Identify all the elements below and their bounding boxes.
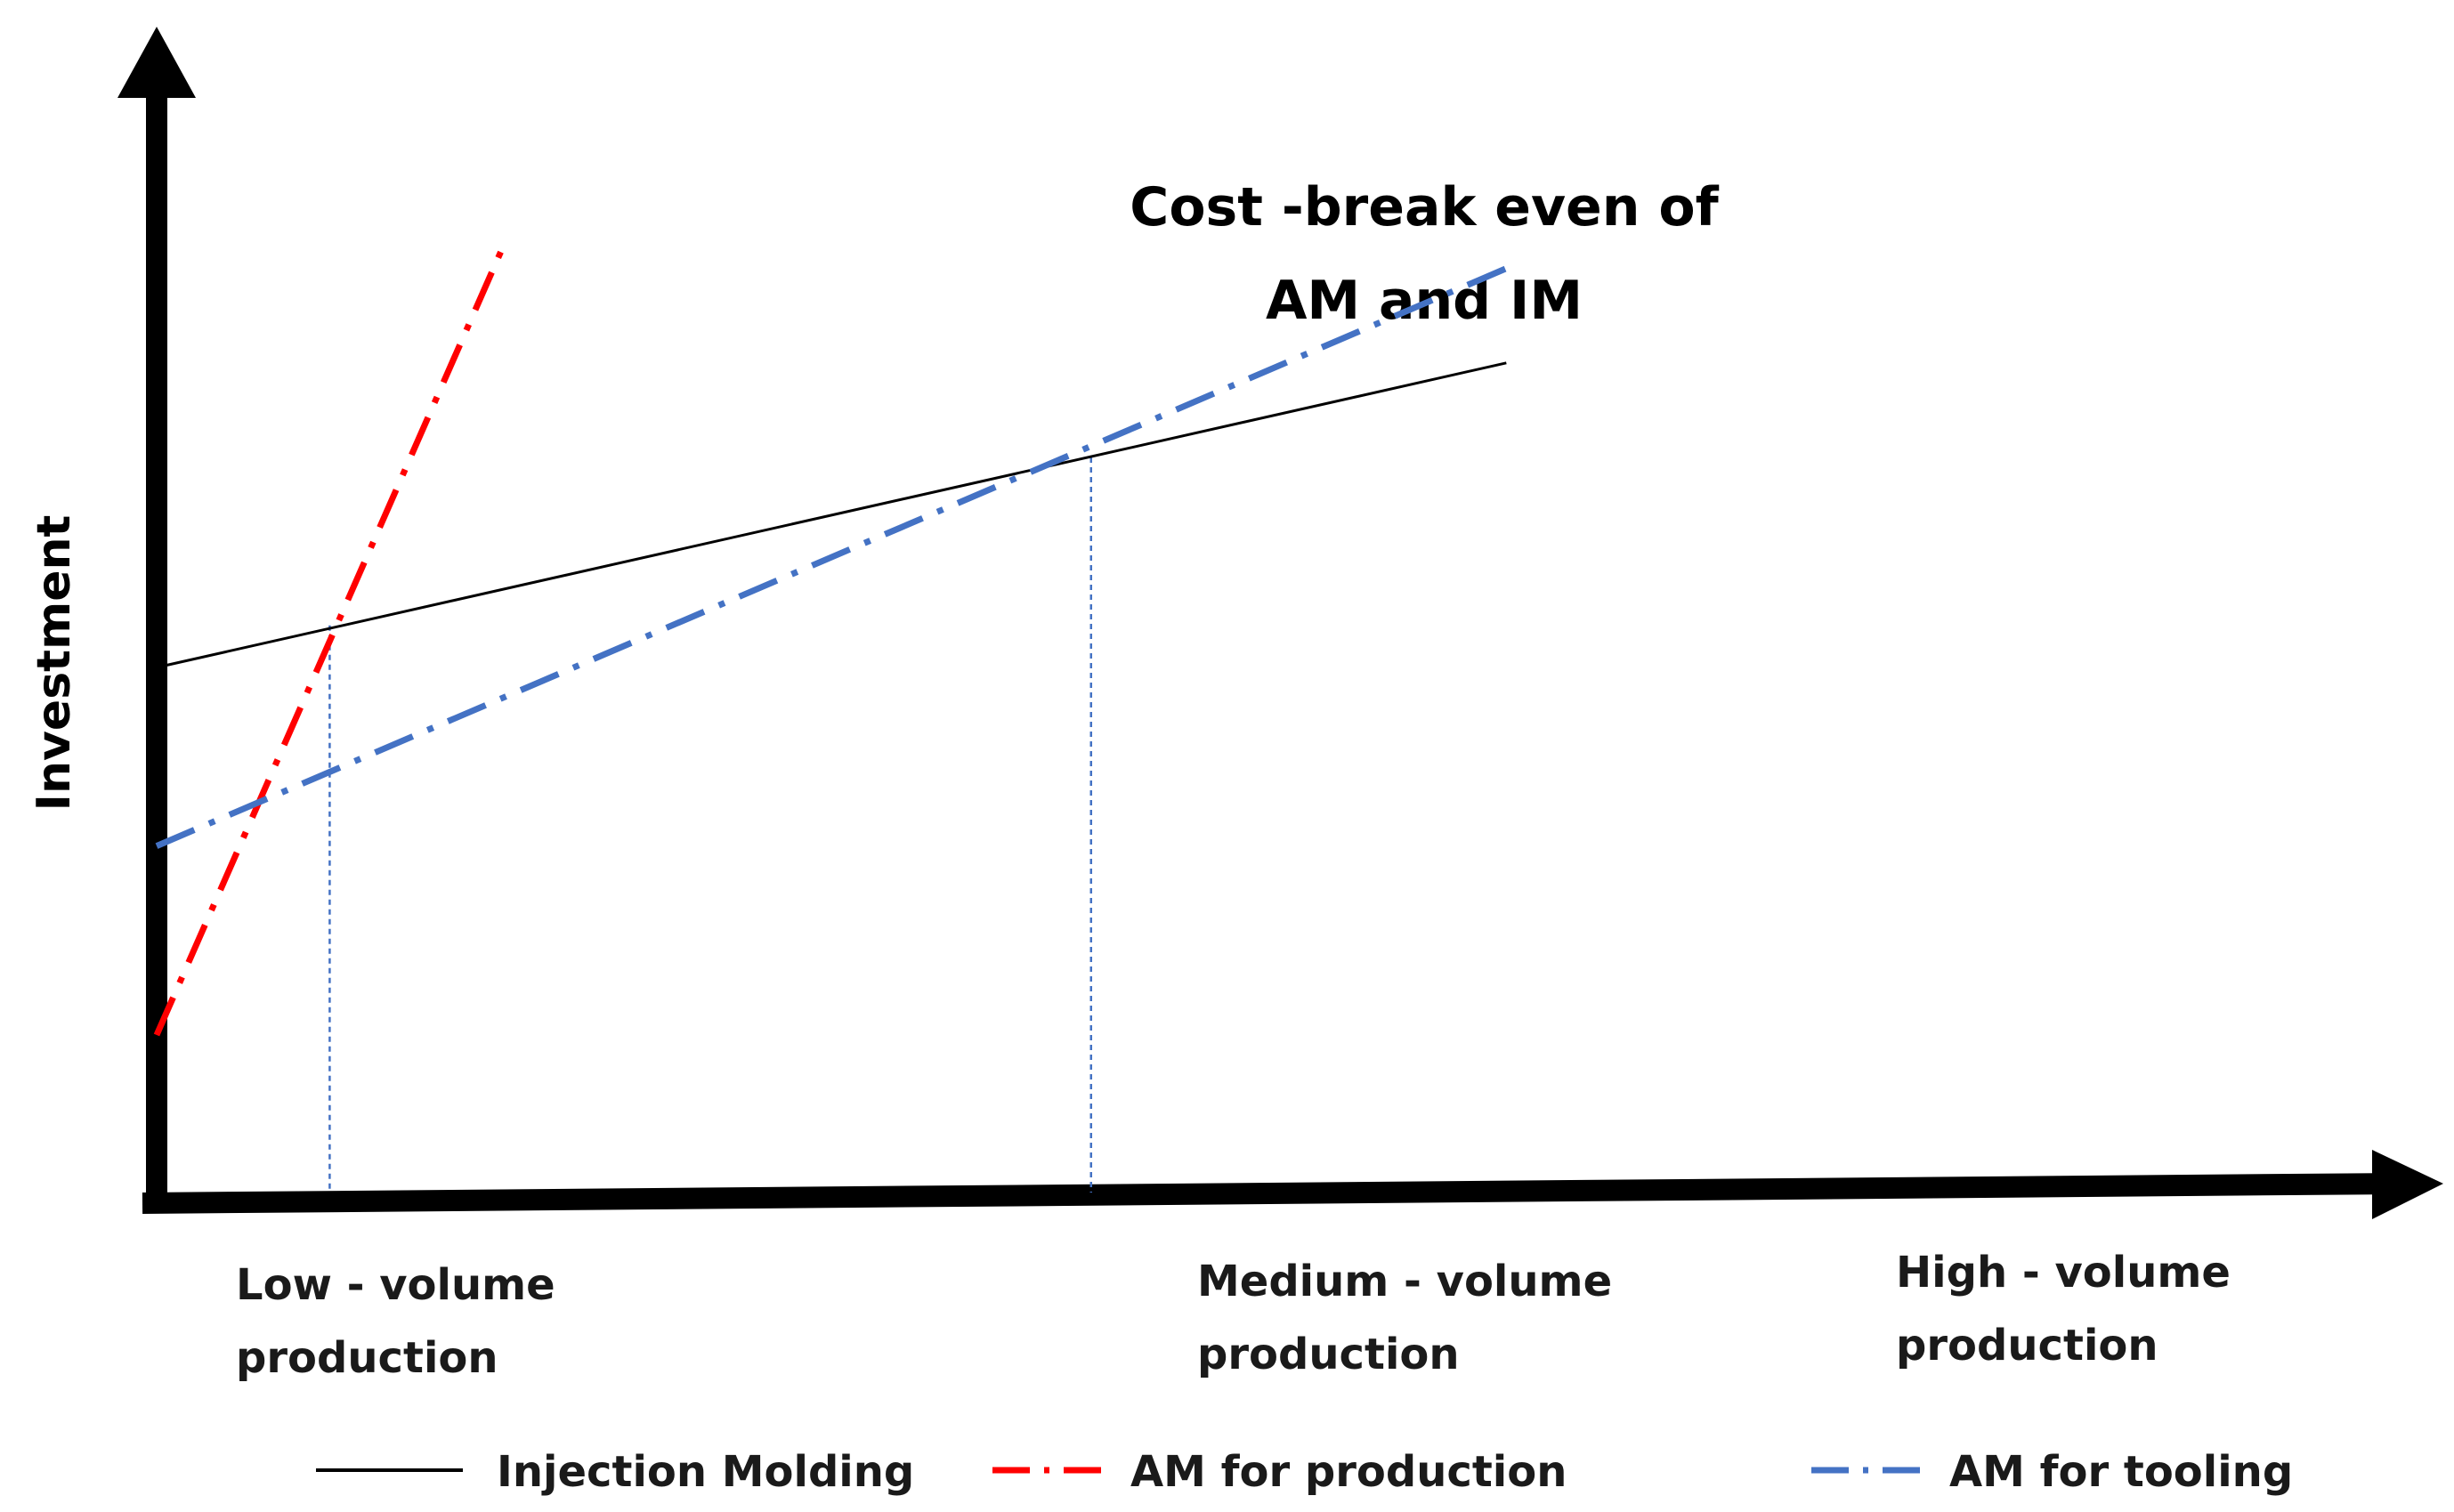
x-axis-arrow [2372, 1150, 2443, 1219]
x-axis [142, 1173, 2395, 1214]
category-labels: Low - volume production Medium - volume … [236, 1248, 2231, 1383]
y-axis-label: Investment [28, 515, 81, 812]
legend-label-injection-molding: Injection Molding [497, 1447, 914, 1497]
series-lines [153, 246, 1508, 1037]
chart-title-line-1: Cost -break even of [1130, 176, 1719, 239]
category-label-medium-line-1: Medium - volume [1197, 1257, 1612, 1306]
y-axis-arrow [117, 27, 196, 98]
legend-label-am-for-production: AM for production [1130, 1447, 1567, 1497]
category-label-high-line-1: High - volume [1896, 1248, 2231, 1298]
break-even-markers [328, 457, 1093, 1193]
category-label-low-line-1: Low - volume [236, 1260, 555, 1310]
series-line-injection-molding [156, 361, 1507, 669]
category-label-low-line-2: production [236, 1333, 498, 1383]
series-line-am-for-production [153, 246, 506, 1037]
series-line-am-for-tooling [155, 265, 1508, 849]
legend-label-am-for-tooling: AM for tooling [1949, 1447, 2293, 1497]
category-label-medium-line-2: production [1197, 1330, 1460, 1379]
category-label-high-line-2: production [1896, 1321, 2158, 1371]
legend: Injection Molding AM for production AM f… [316, 1447, 2293, 1497]
